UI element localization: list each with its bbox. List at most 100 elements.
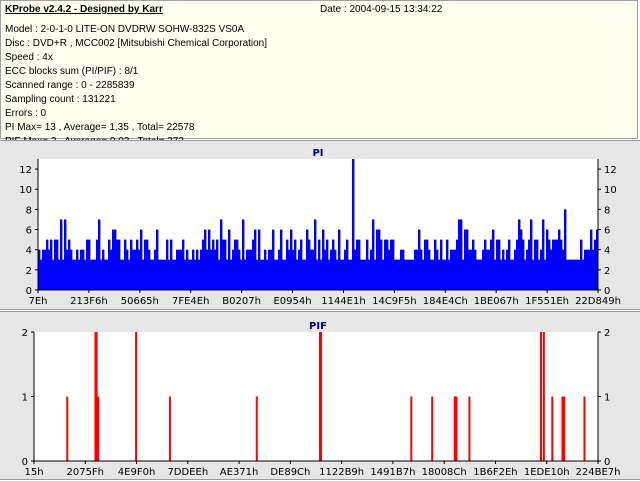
pi-bar bbox=[60, 219, 63, 290]
pi-bar bbox=[242, 219, 245, 290]
pif-spike bbox=[455, 396, 458, 461]
pi-bar bbox=[140, 229, 143, 290]
pi-bar bbox=[518, 219, 521, 290]
pi-bar bbox=[378, 229, 381, 290]
pi-bar bbox=[546, 229, 549, 290]
pif-xtick-label: 1122B9h bbox=[319, 467, 364, 478]
pif-ytick-label-right: 1 bbox=[604, 393, 610, 404]
pi-ytick-label-left: 12 bbox=[19, 165, 32, 176]
pif-spike bbox=[410, 396, 413, 461]
pif-spike bbox=[320, 332, 323, 461]
pi-bar bbox=[520, 229, 523, 290]
pi-bar bbox=[156, 229, 159, 290]
pi-bar bbox=[98, 219, 101, 290]
pif-spike bbox=[66, 396, 69, 461]
pi-bar bbox=[280, 229, 283, 290]
pi-bar bbox=[376, 229, 379, 290]
pif-spike bbox=[468, 396, 471, 461]
pi-bar bbox=[272, 229, 275, 290]
pi-bar bbox=[290, 229, 293, 290]
pi-ytick-label-left: 6 bbox=[26, 226, 32, 237]
pi-bar bbox=[322, 229, 325, 290]
pif-xtick-label: AE371h bbox=[220, 467, 259, 478]
pif-xtick-label: 15h bbox=[24, 467, 43, 478]
pif-ytick-label-left: 0 bbox=[22, 457, 28, 468]
pi-bar bbox=[372, 219, 375, 290]
pif-chart-title: PIF bbox=[309, 321, 327, 332]
pi-ytick-label-left: 2 bbox=[26, 266, 32, 277]
pi-bar bbox=[314, 219, 317, 290]
pif-chart-panel: PIF 0 0 1 1 2 2 15h 2075Fh 4E9F0h 7DDEEh AE371h DE8… bbox=[0, 311, 640, 480]
pif-xtick-label: 224BE7h bbox=[576, 467, 621, 478]
pif-spike bbox=[135, 332, 138, 461]
pi-bar bbox=[228, 229, 231, 290]
pi-ytick-label-right: 2 bbox=[604, 266, 610, 277]
pi-bar bbox=[220, 219, 223, 290]
pi-chart: PI 0 0 2 2 4 4 6 6 8 8 10 10 12 12 7Eh 213F6h 50665h 7FE4… bbox=[19, 148, 621, 307]
pi-bar bbox=[464, 229, 467, 290]
pi-bar bbox=[542, 219, 545, 290]
pi-ytick-label-right: 10 bbox=[604, 185, 617, 196]
scan-date: Date : 2004-09-15 13:34:22 bbox=[320, 4, 443, 15]
pi-bar bbox=[590, 229, 593, 290]
pi-xtick-label: E0954h bbox=[273, 296, 311, 307]
pif-spike bbox=[97, 396, 100, 461]
pif-spike bbox=[95, 332, 98, 461]
pif-chart: PIF 0 0 1 1 2 2 15h 2075Fh 4E9F0h 7DDEEh AE371h DE8… bbox=[22, 321, 621, 478]
pi-xtick-label: 14C9F5h bbox=[372, 296, 417, 307]
pi-bar bbox=[114, 229, 117, 290]
pi-xtick-label: 213F6h bbox=[70, 296, 108, 307]
model-line: Model : 2-0-1-0 LITE-ON DVDRW SOHW-832S … bbox=[5, 24, 245, 35]
errors-line: Errors : 0 bbox=[5, 108, 47, 119]
pi-xtick-label: 7Eh bbox=[28, 296, 47, 307]
pi-ytick-label-right: 0 bbox=[604, 286, 610, 297]
pi-bar bbox=[564, 209, 567, 290]
pif-spike bbox=[551, 396, 554, 461]
pi-xtick-label: 184E4Ch bbox=[423, 296, 468, 307]
pi-xtick-label: 1144E1h bbox=[321, 296, 365, 307]
pi-bar bbox=[204, 229, 207, 290]
app-title: KProbe v2.4.2 - Designed by Karr bbox=[5, 4, 163, 15]
pi-ytick-label-right: 12 bbox=[604, 165, 617, 176]
pi-ytick-label-right: 6 bbox=[604, 226, 610, 237]
pi-chart-title: PI bbox=[312, 148, 323, 159]
pi-xtick-label: 1F551Eh bbox=[525, 296, 569, 307]
pif-xtick-label: 4E9F0h bbox=[118, 467, 156, 478]
pif-spike bbox=[168, 396, 171, 461]
pif-xtick-label: 18008Ch bbox=[422, 467, 467, 478]
pi-xtick-label: 7FE4Eh bbox=[172, 296, 209, 307]
pi-bar bbox=[492, 229, 495, 290]
pif-spike bbox=[318, 332, 321, 461]
pif-spike bbox=[255, 396, 258, 461]
pi-ytick-label-left: 4 bbox=[26, 246, 32, 257]
sampling-line: Sampling count : 131221 bbox=[5, 94, 116, 105]
pi-xtick-label: B0207h bbox=[222, 296, 261, 307]
pif-ytick-label-left: 1 bbox=[22, 393, 28, 404]
pi-ytick-label-left: 10 bbox=[19, 185, 32, 196]
pif-xtick-label: DE89Ch bbox=[270, 467, 310, 478]
info-panel: KProbe v2.4.2 - Designed by Karr Date : … bbox=[0, 0, 638, 147]
pi-bar bbox=[258, 229, 261, 290]
pif-spike bbox=[561, 396, 564, 461]
pi-bar bbox=[418, 229, 421, 290]
pif-xtick-label: 1491B7h bbox=[370, 467, 415, 478]
pi-ytick-label-right: 8 bbox=[604, 205, 610, 216]
pif-xtick-label: 1B6F2Eh bbox=[473, 467, 517, 478]
pif-spike bbox=[540, 332, 543, 461]
speed-line: Speed : 4x bbox=[5, 52, 53, 63]
pif-ytick-label-left: 2 bbox=[22, 328, 28, 339]
pi-bar bbox=[460, 219, 463, 290]
pif-spike bbox=[583, 396, 586, 461]
ecc-line: ECC blocks sum (PI/PIF) : 8/1 bbox=[5, 66, 139, 77]
pif-spike bbox=[563, 396, 566, 461]
pif-xtick-label: 7DDEEh bbox=[167, 467, 208, 478]
pi-bar bbox=[466, 229, 469, 290]
pif-spike bbox=[542, 332, 545, 461]
pi-bar bbox=[596, 229, 599, 290]
pif-xtick-label: 1EDE10h bbox=[524, 467, 570, 478]
pif-spike bbox=[453, 396, 456, 461]
pi-xtick-label: 50665h bbox=[121, 296, 159, 307]
pi-bar bbox=[64, 219, 67, 290]
pi-stats-line: PI Max= 13 , Average= 1,35 , Total= 2257… bbox=[5, 122, 195, 133]
pi-base-band bbox=[38, 259, 598, 290]
